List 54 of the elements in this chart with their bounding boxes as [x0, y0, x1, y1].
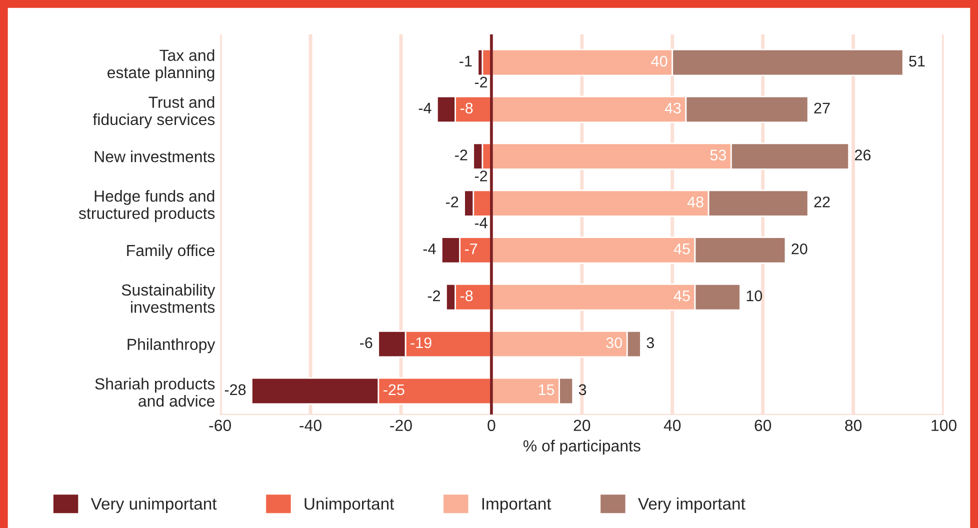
y-tick-label: Tax and estate planning: [108, 49, 214, 82]
x-tick-label: -40: [300, 420, 322, 432]
data-label: -4: [423, 244, 436, 254]
data-label: 20: [792, 243, 808, 254]
x-tick-label: -20: [390, 420, 412, 432]
data-label: -4: [418, 102, 432, 114]
x-tick-label: 40: [664, 420, 681, 432]
y-tick-label: Sustainability investments: [122, 284, 216, 313]
data-label: -2: [455, 150, 468, 160]
data-label: -28: [224, 384, 246, 396]
x-tick-label: 80: [845, 420, 862, 432]
data-label: -4: [474, 218, 488, 228]
x-tick-label: 60: [754, 420, 772, 432]
data-label: -8: [460, 290, 473, 302]
data-label: 53: [710, 150, 726, 160]
data-label: -6: [360, 337, 372, 348]
legend-label: Very important: [638, 497, 746, 513]
y-tick-label: Shariah products and advice: [95, 378, 215, 407]
data-label: -8: [460, 102, 473, 114]
data-label: -1: [460, 56, 472, 66]
data-label: 43: [664, 102, 681, 114]
data-label: -2: [474, 76, 488, 88]
data-label: 3: [646, 337, 654, 348]
legend-label: Very unimportant: [90, 497, 217, 513]
data-label: 48: [687, 196, 704, 208]
x-tick-label: -60: [209, 420, 231, 432]
legend-label: Important: [482, 498, 552, 513]
data-label: 26: [854, 150, 871, 160]
data-label: 40: [651, 56, 668, 67]
data-label: -2: [428, 290, 440, 302]
data-label: -19: [410, 337, 432, 348]
data-label: -25: [384, 384, 404, 396]
data-label: 3: [578, 384, 586, 396]
legend-label: Unimportant: [304, 497, 394, 513]
data-label: -2: [446, 196, 458, 208]
data-label: 30: [606, 337, 622, 348]
data-label: -2: [474, 170, 488, 182]
data-label: 22: [814, 196, 830, 208]
x-axis-title: % of participants: [523, 440, 640, 455]
data-label: 27: [814, 102, 830, 114]
data-label: 15: [538, 384, 554, 396]
y-tick-label: Trust and fiduciary services: [92, 96, 215, 128]
data-label: 10: [746, 290, 762, 302]
data-label: 45: [674, 290, 690, 302]
y-tick-label: Hedge funds and structured products: [78, 190, 215, 222]
y-tick-label: Philanthropy: [128, 338, 216, 354]
x-tick-label: 20: [574, 420, 590, 432]
y-tick-label: Family office: [127, 244, 214, 260]
data-label: -7: [464, 244, 478, 254]
data-label: 45: [674, 244, 690, 254]
data-label: 51: [909, 56, 925, 67]
y-tick-label: New investments: [94, 150, 215, 162]
x-tick-label: 0: [488, 420, 496, 432]
x-tick-label: 100: [932, 420, 956, 432]
